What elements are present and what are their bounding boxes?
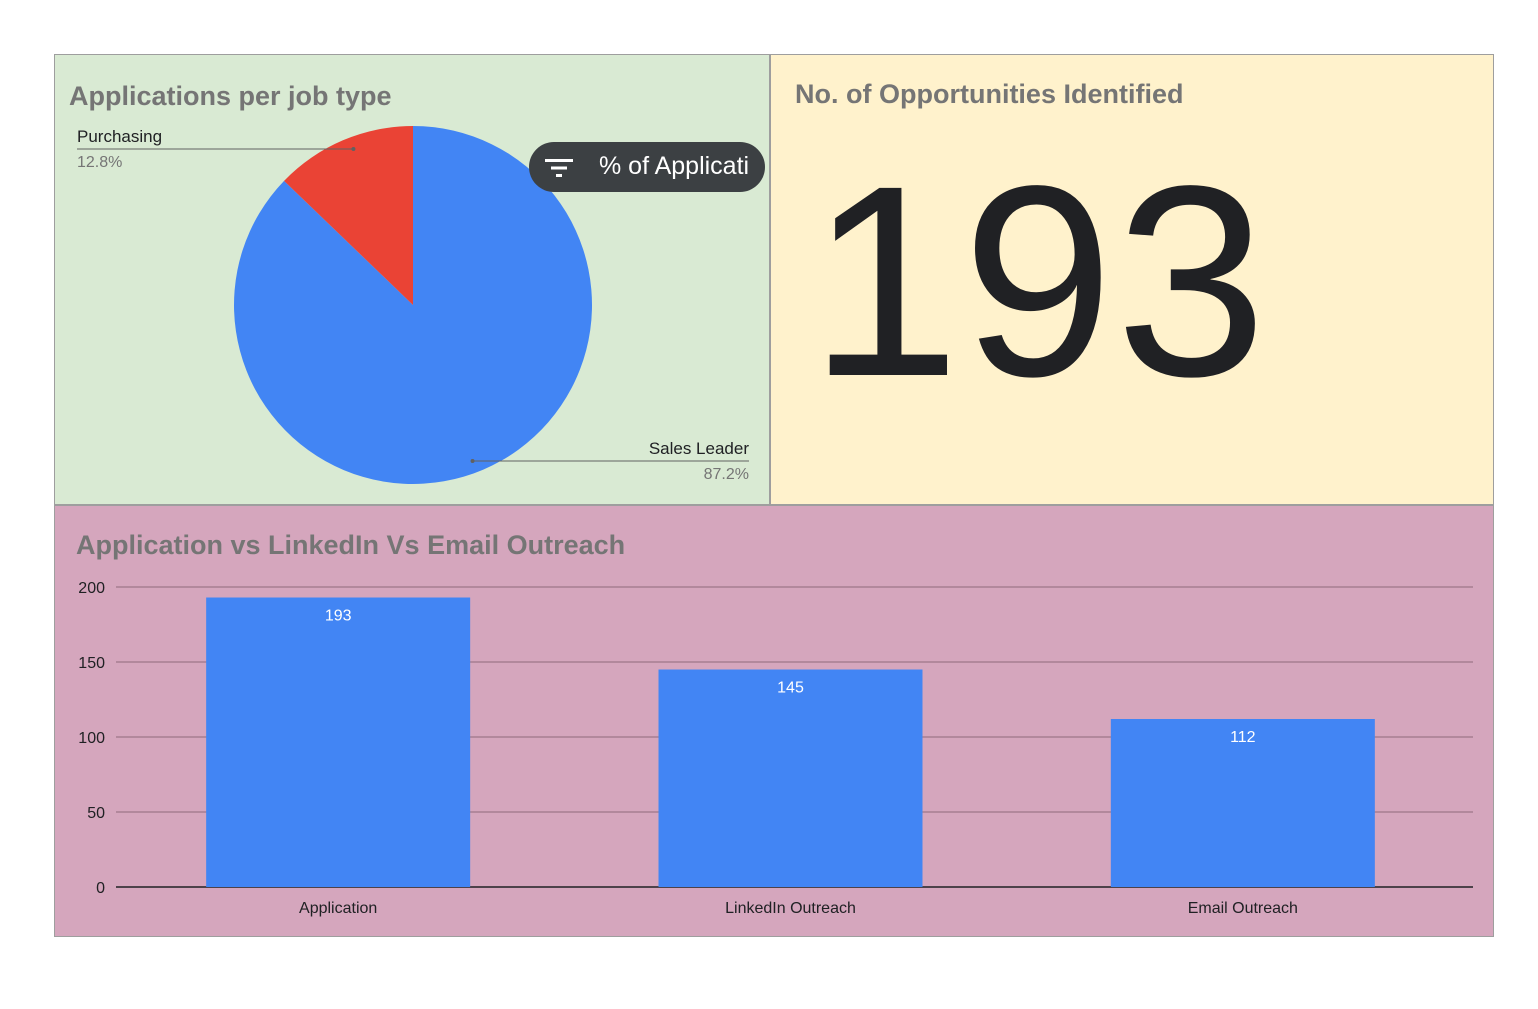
pie-leader-dot-sales-leader [470, 459, 475, 463]
y-tick-label-50: 50 [87, 805, 105, 822]
pie-label-purchasing: Purchasing [77, 127, 162, 146]
pie-chart-title: Applications per job type [69, 81, 392, 111]
bar-chart: 0 50 100 150 200 193 Application 145 LinkedIn Ou… [78, 580, 1473, 917]
bar-data-label-email-outreach: 112 [1230, 729, 1256, 746]
bar-chart-title: Application vs LinkedIn Vs Email Outreac… [76, 530, 626, 560]
pie-value-sales-leader: 87.2% [704, 466, 749, 483]
bar-linkedin-outreach [658, 669, 923, 887]
x-tick-label-email-outreach: Email Outreach [1188, 900, 1298, 917]
y-tick-label-100: 100 [78, 730, 105, 747]
pie-label-sales-leader: Sales Leader [649, 439, 750, 458]
bar-email-outreach [1110, 719, 1375, 887]
pie-slice-purchasing [284, 126, 413, 305]
pie-value-purchasing: 12.8% [77, 154, 122, 171]
y-tick-label-200: 200 [78, 580, 105, 597]
scorecard-title: No. of Opportunities Identified [795, 79, 1184, 109]
filter-chip-label: % of Applicati [599, 152, 750, 180]
y-tick-label-0: 0 [96, 880, 105, 897]
bar-data-label-application: 193 [325, 608, 352, 625]
pie-chart-panel: Applications per job type Sales Leader 87… [54, 54, 770, 505]
y-tick-label-150: 150 [78, 655, 105, 672]
x-tick-label-application: Application [299, 900, 377, 917]
scorecard-panel: No. of Opportunities Identified 193 [770, 54, 1494, 505]
pie-chart: Sales Leader 87.2% Purchasing 12.8% [77, 126, 750, 485]
filter-chip[interactable]: % of Applicati [529, 142, 765, 192]
bar-application [206, 597, 471, 887]
scorecard-value: 193 [809, 129, 1269, 433]
bar-chart-panel: Application vs LinkedIn Vs Email Outreac… [54, 505, 1494, 937]
filter-icon [545, 159, 573, 177]
bar-data-label-linkedin-outreach: 145 [777, 680, 804, 697]
pie-leader-dot-purchasing [351, 147, 356, 151]
x-tick-label-linkedin-outreach: LinkedIn Outreach [725, 900, 856, 917]
pie-slice-sales-leader [234, 126, 593, 485]
